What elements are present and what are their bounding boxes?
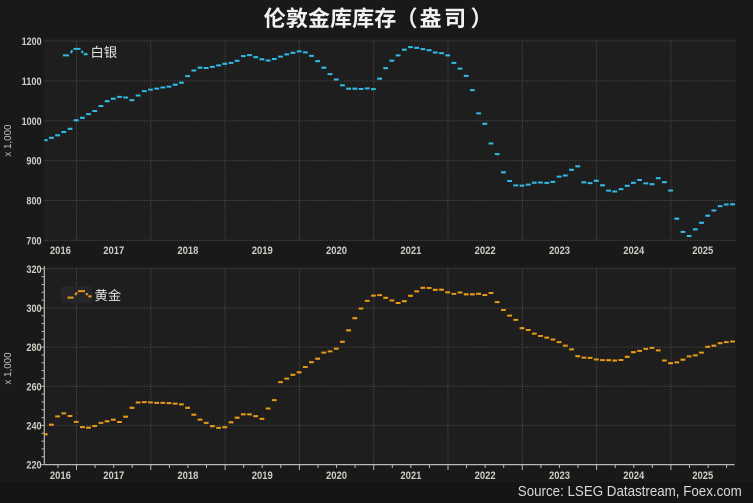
svg-text:2017: 2017 (103, 245, 124, 257)
svg-text:Source: LSEG Datastream, Foex.: Source: LSEG Datastream, Foex.com (518, 484, 742, 500)
svg-text:2024: 2024 (623, 470, 645, 482)
svg-text:2022: 2022 (475, 245, 496, 257)
svg-text:800: 800 (26, 196, 41, 208)
svg-text:2025: 2025 (692, 245, 713, 257)
svg-text:2017: 2017 (103, 470, 124, 482)
svg-text:2016: 2016 (50, 245, 71, 257)
svg-text:1000: 1000 (22, 116, 42, 128)
svg-text:x 1,000: x 1,000 (3, 352, 14, 385)
svg-text:2023: 2023 (549, 470, 570, 482)
svg-text:2024: 2024 (623, 245, 645, 257)
svg-text:2022: 2022 (475, 470, 496, 482)
svg-text:260: 260 (26, 381, 41, 393)
svg-text:2023: 2023 (549, 245, 570, 257)
svg-text:2016: 2016 (50, 470, 71, 482)
svg-text:300: 300 (26, 303, 41, 315)
svg-text:240: 240 (26, 421, 41, 433)
svg-text:2020: 2020 (326, 245, 347, 257)
svg-text:2019: 2019 (252, 245, 273, 257)
svg-text:1200: 1200 (22, 36, 42, 48)
svg-text:2020: 2020 (326, 470, 347, 482)
svg-text:220: 220 (26, 460, 41, 472)
svg-text:2021: 2021 (400, 245, 421, 257)
svg-text:2025: 2025 (692, 470, 713, 482)
svg-text:900: 900 (26, 156, 41, 168)
svg-text:x 1,000: x 1,000 (3, 124, 14, 157)
svg-text:2018: 2018 (177, 470, 198, 482)
svg-text:280: 280 (26, 342, 41, 354)
svg-text:320: 320 (26, 264, 41, 276)
svg-text:2018: 2018 (177, 245, 198, 257)
svg-text:1100: 1100 (22, 76, 42, 88)
svg-text:700: 700 (26, 236, 41, 248)
svg-text:2019: 2019 (252, 470, 273, 482)
svg-text:2021: 2021 (400, 470, 421, 482)
